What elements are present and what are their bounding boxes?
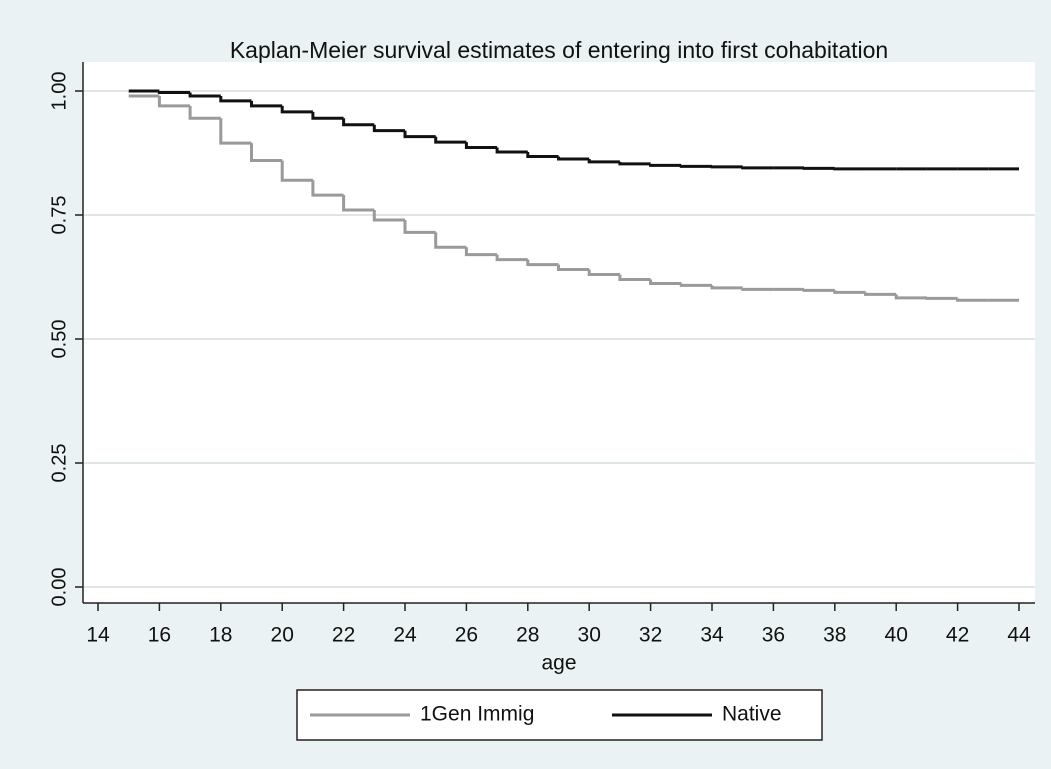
step-segment	[250, 100, 283, 108]
step-segment	[372, 210, 405, 222]
y-tick-label: 0.50	[48, 320, 70, 359]
y-tick-label: 0.75	[48, 196, 70, 235]
step-segment	[802, 288, 835, 292]
x-axis-label: age	[541, 652, 576, 675]
step-segment	[311, 180, 344, 197]
step-segment	[557, 156, 590, 161]
step-segment	[219, 118, 252, 145]
step-segment	[679, 283, 712, 287]
x-tick-label: 16	[148, 624, 171, 647]
step-segment	[864, 292, 897, 296]
step-segment	[280, 105, 313, 114]
step-segment	[526, 152, 559, 158]
step-segment	[956, 298, 989, 302]
x-tick-label: 22	[332, 624, 355, 647]
step-segment	[434, 136, 467, 144]
x-tick-label: 40	[885, 624, 908, 647]
legend-label: 1Gen Immig	[420, 703, 534, 726]
y-tick-label: 1.00	[48, 72, 70, 111]
x-tick-label: 24	[393, 624, 417, 647]
step-segment	[833, 290, 866, 294]
y-tick-label: 0.00	[48, 568, 70, 607]
x-tick-label: 38	[823, 624, 846, 647]
step-segment	[188, 92, 221, 98]
step-segment	[587, 269, 620, 277]
x-tick-label: 28	[516, 624, 539, 647]
chart-title: Kaplan-Meier survival estimates of enter…	[230, 37, 888, 63]
step-segment	[710, 285, 743, 290]
legend-label: Native	[722, 703, 782, 726]
step-segment	[618, 274, 651, 281]
x-tick-label: 42	[946, 624, 969, 647]
step-segment	[495, 147, 528, 154]
step-segment	[403, 130, 436, 139]
x-tick-label: 26	[455, 624, 478, 647]
step-segment	[372, 124, 405, 133]
x-tick-label: 36	[762, 624, 785, 647]
step-segment	[403, 219, 436, 234]
step-segment	[495, 254, 528, 262]
plot-area	[83, 62, 1035, 603]
step-segment	[526, 259, 559, 267]
step-segment	[157, 95, 191, 108]
step-segment	[342, 195, 375, 212]
step-segment	[311, 111, 344, 120]
step-segment	[464, 247, 498, 257]
step-segment	[587, 158, 620, 164]
step-segment	[464, 142, 498, 150]
step-segment	[649, 279, 682, 285]
step-segment	[649, 163, 682, 167]
step-segment	[188, 105, 221, 120]
step-segment	[679, 164, 712, 168]
x-tick-label: 30	[578, 624, 601, 647]
y-tick-label: 0.25	[48, 444, 70, 483]
x-tick-label: 18	[209, 624, 232, 647]
step-segment	[741, 287, 774, 291]
step-segment	[250, 143, 283, 162]
step-segment	[894, 294, 927, 300]
step-segment	[741, 166, 774, 170]
step-segment	[219, 95, 252, 103]
step-segment	[280, 160, 313, 182]
step-segment	[342, 118, 375, 127]
x-tick-label: 44	[1007, 624, 1031, 647]
x-tick-label: 20	[271, 624, 294, 647]
step-segment	[618, 161, 651, 166]
x-tick-label: 14	[86, 624, 110, 647]
step-segment	[157, 90, 191, 94]
x-tick-label: 34	[700, 624, 724, 647]
step-segment	[557, 264, 590, 272]
x-tick-label: 32	[639, 624, 662, 647]
step-segment	[434, 232, 467, 249]
